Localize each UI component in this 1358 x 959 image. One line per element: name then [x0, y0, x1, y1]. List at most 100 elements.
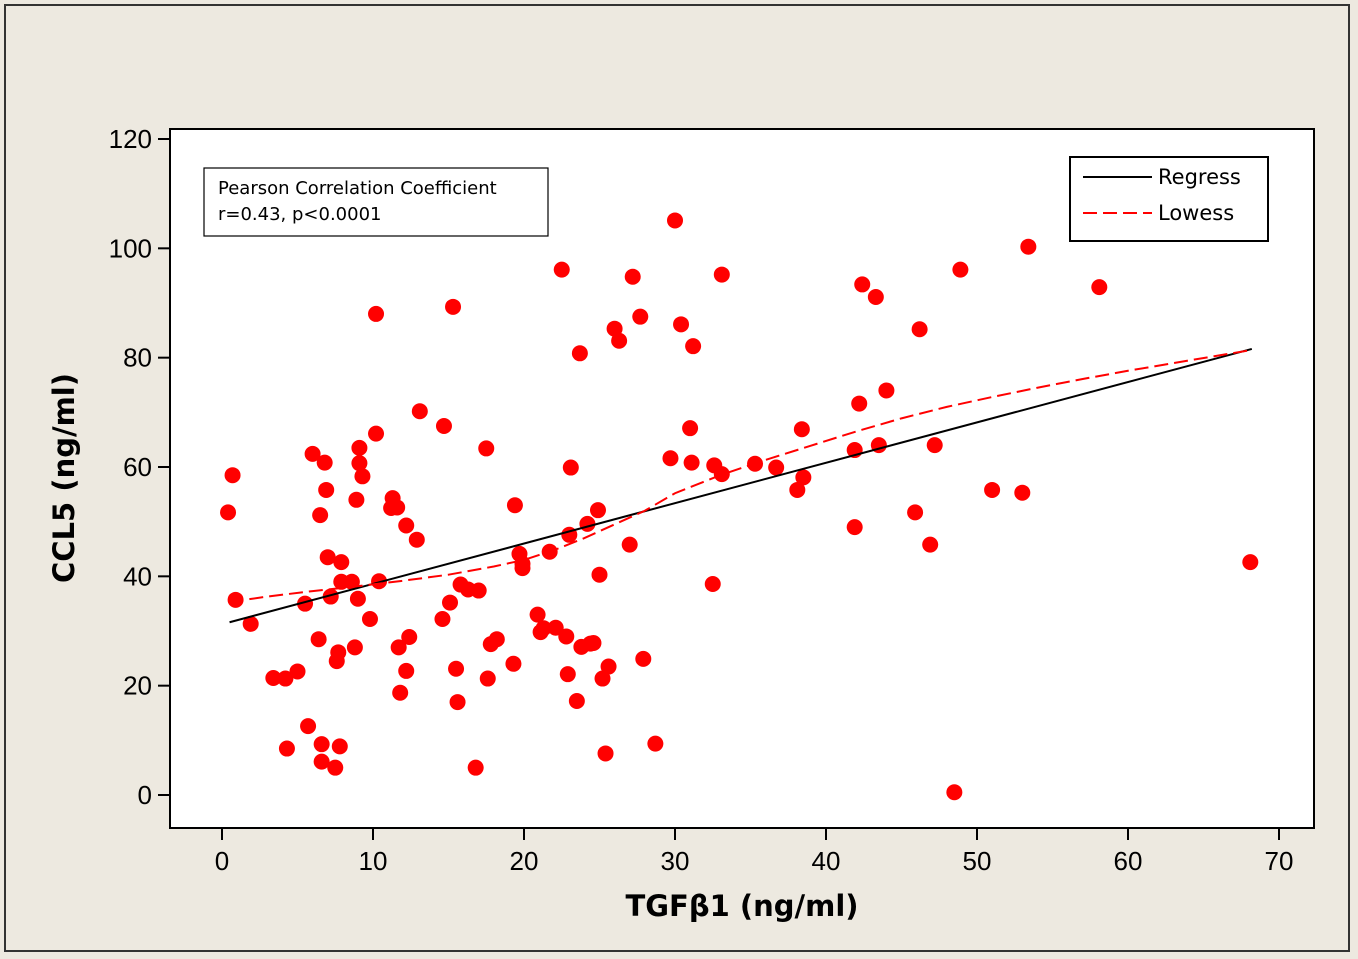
data-point	[354, 468, 371, 485]
data-point	[297, 595, 314, 612]
x-axis-title: TGFβ1 (ng/ml)	[625, 889, 858, 923]
data-point	[479, 670, 496, 687]
data-point	[579, 515, 596, 532]
data-point	[606, 320, 623, 337]
lowess-line	[229, 349, 1252, 604]
x-tick-label: 0	[215, 846, 229, 876]
data-point	[878, 382, 895, 399]
y-tick-label: 60	[123, 452, 152, 482]
data-points	[220, 212, 1259, 801]
data-point	[331, 738, 348, 755]
data-point	[322, 588, 339, 605]
data-point	[647, 735, 664, 752]
data-point	[390, 639, 407, 656]
data-point	[600, 658, 617, 675]
data-point	[442, 594, 459, 611]
x-axis: 0 10 20 30 40 50 60 70	[215, 828, 1294, 876]
regression-line	[229, 347, 1253, 624]
y-tick-label: 100	[109, 233, 152, 263]
data-point	[547, 619, 564, 636]
data-point	[1020, 238, 1037, 255]
data-point	[434, 610, 451, 627]
x-tick-label: 10	[359, 846, 388, 876]
x-tick-label: 50	[963, 846, 992, 876]
data-point	[768, 459, 785, 476]
data-point	[682, 420, 699, 437]
data-point	[304, 445, 321, 462]
data-point	[704, 575, 721, 592]
data-point	[635, 650, 652, 667]
data-point	[398, 662, 415, 679]
data-point	[448, 660, 465, 677]
data-point	[470, 582, 487, 599]
data-point	[351, 455, 368, 472]
data-point	[224, 467, 241, 484]
data-point	[313, 753, 330, 770]
data-point	[854, 276, 871, 293]
data-point	[361, 610, 378, 627]
data-point	[1014, 484, 1031, 501]
data-point	[683, 454, 700, 471]
data-point	[591, 566, 608, 583]
data-point	[319, 549, 336, 566]
data-point	[277, 670, 294, 687]
data-point	[713, 266, 730, 283]
x-tick-label: 70	[1265, 846, 1294, 876]
data-point	[227, 591, 244, 608]
annotation-line-1: Pearson Correlation Coefficient	[218, 178, 497, 199]
data-point	[398, 517, 415, 534]
data-point	[408, 531, 425, 548]
data-point	[571, 345, 588, 362]
data-point	[445, 298, 462, 315]
y-tick-label: 120	[109, 124, 152, 154]
data-point	[673, 316, 690, 333]
data-point	[300, 718, 317, 735]
x-tick-label: 60	[1114, 846, 1143, 876]
data-point	[316, 454, 333, 471]
data-point	[795, 469, 812, 486]
data-point	[506, 497, 523, 514]
data-point	[1242, 554, 1259, 571]
x-tick-label: 20	[510, 846, 539, 876]
legend-regress-label: Regress	[1158, 165, 1241, 189]
data-point	[851, 395, 868, 412]
data-point	[535, 620, 552, 637]
annotation-box: Pearson Correlation Coefficient r=0.43, …	[203, 167, 549, 237]
data-point	[529, 606, 546, 623]
data-point	[368, 425, 385, 442]
scatter-chart: 0 10 20 30 40 50 60 70 0 20 40 60 80 100 120 Pearson …	[47, 124, 1315, 923]
data-point	[318, 481, 335, 498]
data-point	[926, 437, 943, 454]
data-point	[313, 736, 330, 753]
y-tick-label: 80	[123, 343, 152, 373]
data-point	[392, 684, 409, 701]
y-tick-label: 20	[123, 671, 152, 701]
y-axis-title: CCL5 (ng/ml)	[47, 373, 81, 583]
data-point	[793, 421, 810, 438]
annotation-line-2: r=0.43, p<0.0001	[218, 204, 382, 225]
data-point	[553, 261, 570, 278]
data-point	[349, 590, 366, 607]
data-point	[289, 663, 306, 680]
legend-lowess-label: Lowess	[1158, 201, 1234, 225]
data-point	[488, 631, 505, 648]
data-point	[789, 481, 806, 498]
data-point	[346, 639, 363, 656]
data-point	[667, 212, 683, 229]
data-point	[867, 288, 884, 305]
data-point	[327, 759, 344, 776]
data-point	[1091, 279, 1108, 296]
data-point	[597, 745, 614, 762]
data-point	[559, 666, 576, 683]
data-point	[611, 332, 628, 349]
data-point	[348, 491, 365, 508]
data-point	[242, 615, 259, 632]
x-tick-label: 40	[812, 846, 841, 876]
data-point	[922, 536, 939, 553]
data-point	[952, 261, 969, 278]
data-point	[411, 403, 428, 420]
data-point	[505, 655, 522, 672]
data-point	[435, 418, 452, 434]
data-point	[846, 519, 863, 536]
data-point	[594, 670, 611, 687]
